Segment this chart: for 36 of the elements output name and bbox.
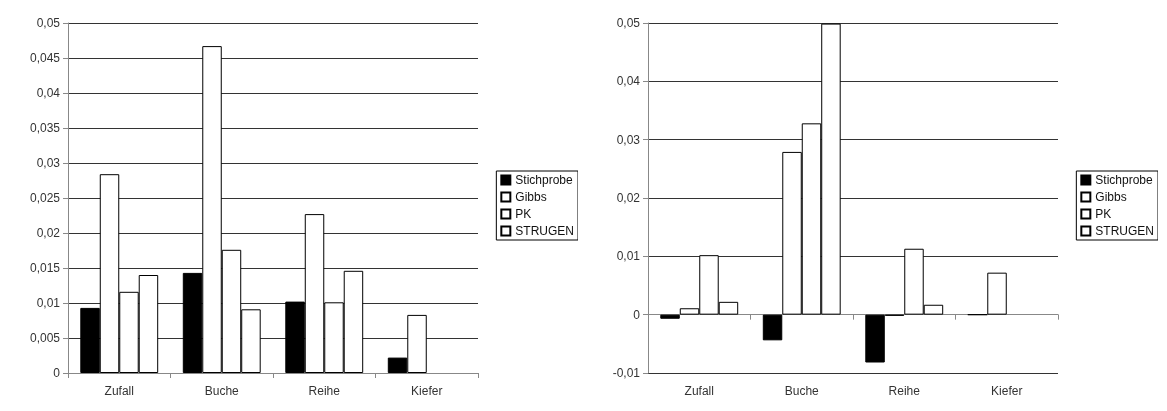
y-tick-label: 0,045 <box>29 51 61 65</box>
x-tick-label: Zufall <box>104 384 134 398</box>
y-tick-label: 0 <box>53 366 61 380</box>
legend-label: STRUGEN <box>1095 224 1154 238</box>
x-tick-label: Zufall <box>684 384 714 398</box>
x-tick-label: Kiefer <box>411 384 443 398</box>
y-tick-label: 0,05 <box>36 16 61 30</box>
x-tick-label: Buche <box>204 384 240 398</box>
y-tick-label: 0,04 <box>616 74 641 89</box>
legend-label: PK <box>1095 207 1112 221</box>
legend-label: Stichprobe <box>515 173 574 187</box>
bar <box>762 314 783 341</box>
y-tick-label: -0,01 <box>612 366 641 380</box>
y-tick-label: 0 <box>633 307 641 322</box>
y-tick-label: 0,025 <box>29 191 61 205</box>
x-tick-label: Reihe <box>888 384 921 398</box>
y-tick-label: 0,035 <box>29 121 61 135</box>
x-tick-label: Kiefer <box>991 384 1023 398</box>
x-tick-label: Buche <box>784 384 820 398</box>
x-tick-label: Reihe <box>308 384 341 398</box>
y-tick-label: 0,02 <box>616 191 641 205</box>
y-tick-label: 0,03 <box>36 156 61 170</box>
y-tick-label: 0,04 <box>36 86 61 100</box>
y-tick-label: 0,01 <box>616 249 641 264</box>
y-tick-label: 0,005 <box>29 331 61 345</box>
y-tick-label: 0,03 <box>616 132 641 147</box>
y-tick-label: 0,01 <box>36 296 61 310</box>
y-tick-label: 0,02 <box>36 226 61 240</box>
legend-label: PK <box>515 207 532 221</box>
y-tick-label: 0,015 <box>29 261 61 275</box>
legend-label: Gibbs <box>1095 190 1127 204</box>
legend-label: Stichprobe <box>1095 173 1154 187</box>
legend-label: STRUGEN <box>515 224 574 238</box>
y-tick-label: 0,05 <box>616 16 641 30</box>
legend-label: Gibbs <box>515 190 547 204</box>
bar <box>660 314 680 319</box>
